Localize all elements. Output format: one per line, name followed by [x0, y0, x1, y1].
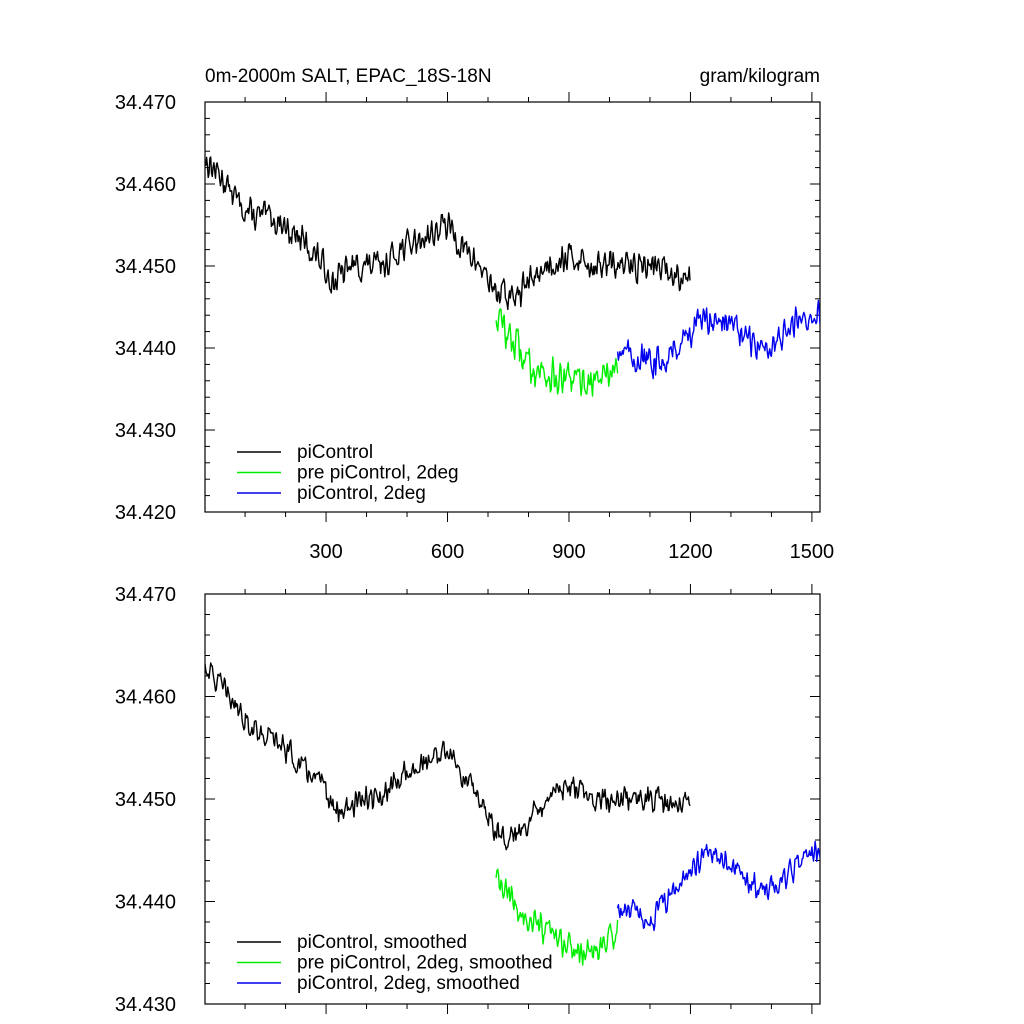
legend-label: piControl, 2deg — [297, 483, 426, 504]
y-tick-label: 34.420 — [115, 502, 176, 524]
series-line-3 — [616, 840, 820, 932]
series-line-1 — [205, 156, 691, 311]
legend-label: pre piControl, 2deg, smoothed — [297, 953, 553, 974]
legend-label: piControl, smoothed — [297, 932, 467, 953]
x-tick-label: 1500 — [790, 541, 835, 563]
series-line-1 — [205, 662, 691, 851]
y-tick-label: 34.430 — [115, 994, 176, 1016]
units-label: gram/kilogram — [700, 66, 820, 87]
series-line-2 — [495, 308, 619, 397]
legend-label: piControl — [297, 442, 373, 463]
y-tick-label: 34.470 — [115, 92, 176, 114]
x-tick-label: 600 — [431, 541, 464, 563]
chart-title: 0m-2000m SALT, EPAC_18S-18N — [205, 66, 492, 87]
bottom-panel: 34.430 34.440 34.450 34.460 34.470 piControl,… — [115, 584, 821, 1016]
series-line-2 — [495, 868, 619, 966]
y-tick-label: 34.450 — [115, 789, 176, 811]
legend-label: pre piControl, 2deg — [297, 463, 459, 484]
y-tick-label: 34.460 — [115, 174, 176, 196]
y-tick-label: 34.440 — [115, 892, 176, 914]
series-line-3 — [616, 299, 820, 380]
plot-frame — [204, 101, 821, 513]
x-tick-label: 300 — [309, 541, 342, 563]
top-panel: 34.420 34.430 34.440 34.450 34.460 34.470 300 6… — [115, 66, 834, 563]
y-tick-label: 34.450 — [115, 256, 176, 278]
y-tick-label: 34.470 — [115, 584, 176, 606]
legend-label: piControl, 2deg, smoothed — [297, 973, 520, 994]
x-tick-label: 900 — [552, 541, 585, 563]
y-tick-label: 34.460 — [115, 687, 176, 709]
x-tick-label: 1200 — [668, 541, 713, 563]
y-tick-label: 34.430 — [115, 420, 176, 442]
y-tick-label: 34.440 — [115, 338, 176, 360]
